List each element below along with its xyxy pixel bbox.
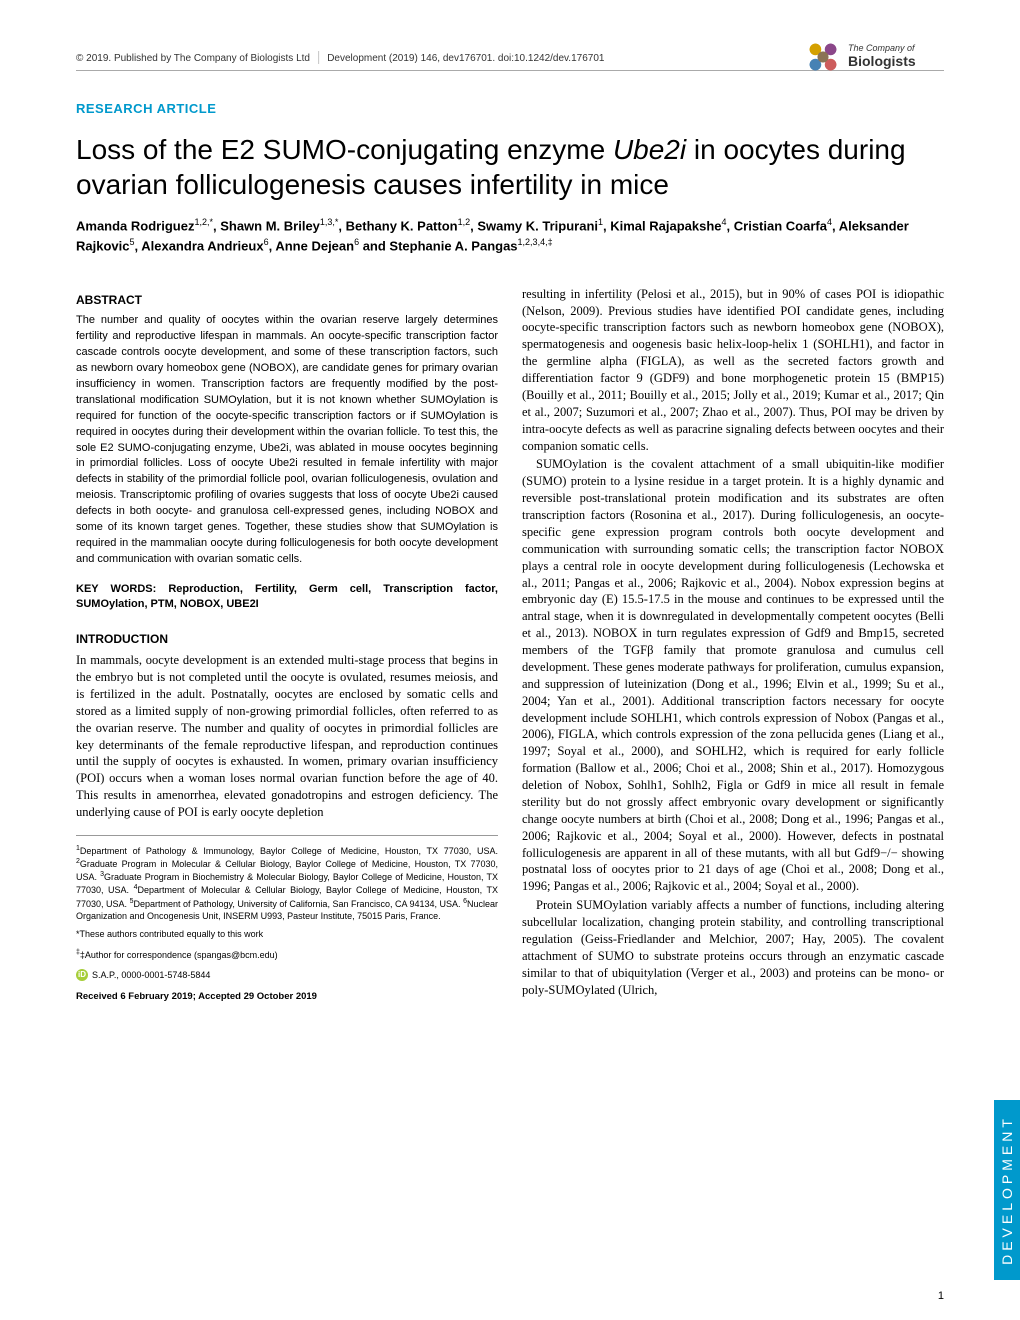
- page-number: 1: [938, 1290, 944, 1302]
- separator: |: [317, 48, 321, 64]
- affiliations-text: 1Department of Pathology & Immunology, B…: [76, 844, 498, 922]
- article-dates: Received 6 February 2019; Accepted 29 Oc…: [76, 991, 498, 1004]
- logo-mark-icon: [804, 38, 842, 76]
- orcid-line: iD S.A.P., 0000-0001-5748-5844: [76, 969, 498, 981]
- copyright-text: © 2019. Published by The Company of Biol…: [76, 53, 310, 64]
- article-title: Loss of the E2 SUMO-conjugating enzyme U…: [76, 132, 944, 202]
- article-type-label: RESEARCH ARTICLE: [76, 101, 944, 116]
- journal-side-tab: DEVELOPMENT: [994, 1100, 1020, 1280]
- left-column: ABSTRACT The number and quality of oocyt…: [76, 286, 498, 1004]
- publisher-logo: The Company of Biologists: [804, 36, 944, 78]
- journal-reference: Development (2019) 146, dev176701. doi:1…: [327, 53, 604, 64]
- orcid-icon: iD: [76, 969, 88, 981]
- intro-text-col1: In mammals, oocyte development is an ext…: [76, 652, 498, 821]
- author-list: Amanda Rodriguez1,2,*, Shawn M. Briley1,…: [76, 216, 944, 256]
- logo-text: The Company of Biologists: [848, 44, 916, 69]
- abstract-text: The number and quality of oocytes within…: [76, 313, 498, 568]
- keywords: KEY WORDS: Reproduction, Fertility, Germ…: [76, 582, 498, 613]
- introduction-heading: INTRODUCTION: [76, 631, 498, 648]
- body-paragraph-1: resulting in infertility (Pelosi et al.,…: [522, 286, 944, 455]
- right-column: resulting in infertility (Pelosi et al.,…: [522, 286, 944, 1004]
- affiliations-block: 1Department of Pathology & Immunology, B…: [76, 835, 498, 1004]
- two-column-body: ABSTRACT The number and quality of oocyt…: [76, 286, 944, 1004]
- orcid-id: S.A.P., 0000-0001-5748-5844: [92, 969, 210, 981]
- equal-contribution-note: *These authors contributed equally to th…: [76, 928, 498, 940]
- body-paragraph-2: SUMOylation is the covalent attachment o…: [522, 456, 944, 895]
- correspondence-note: ‡‡Author for correspondence (spangas@bcm…: [76, 948, 498, 961]
- abstract-heading: ABSTRACT: [76, 292, 498, 309]
- body-paragraph-3: Protein SUMOylation variably affects a n…: [522, 897, 944, 998]
